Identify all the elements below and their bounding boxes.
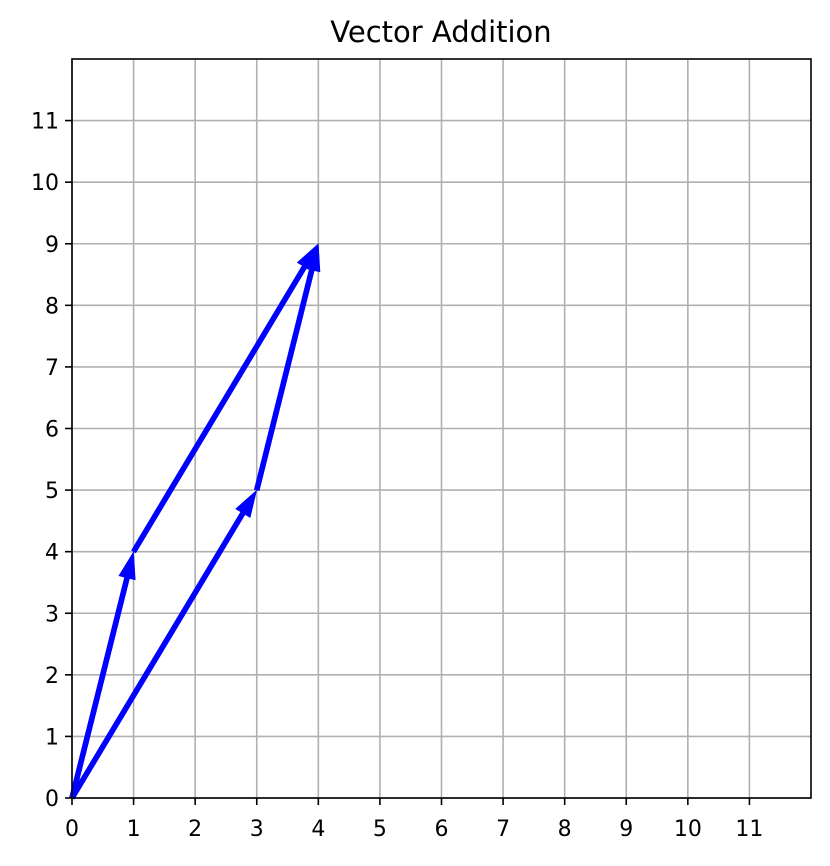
y-tick-label-1: 1 [45,725,59,750]
y-tick-label-9: 9 [45,233,59,258]
chart-title: Vector Addition [330,15,551,49]
y-tick-label-6: 6 [45,418,59,443]
y-tick-label-0: 0 [45,787,59,812]
x-tick-label-5: 5 [373,817,387,842]
y-axis-ticks: 0 1 2 3 4 5 6 7 8 9 10 11 [31,110,72,812]
vector-arrow-2 [131,243,319,554]
vector-arrow-1 [69,550,136,799]
y-tick-label-7: 7 [45,356,59,381]
vector-arrow-3 [69,489,258,800]
vector-arrows [69,242,321,800]
x-tick-label-0: 0 [65,817,79,842]
vector-arrow-4 [253,242,321,492]
x-tick-label-3: 3 [250,817,264,842]
x-tick-label-10: 10 [674,817,702,842]
x-tick-label-6: 6 [435,817,449,842]
x-tick-label-9: 9 [619,817,633,842]
x-tick-label-7: 7 [496,817,510,842]
x-tick-label-4: 4 [311,817,325,842]
x-tick-label-2: 2 [188,817,202,842]
y-tick-label-2: 2 [45,664,59,689]
x-tick-label-8: 8 [558,817,572,842]
x-tick-label-1: 1 [127,817,141,842]
x-axis-ticks: 0 1 2 3 4 5 6 7 8 9 10 11 [65,798,763,842]
grid-lines [71,59,811,799]
y-tick-label-3: 3 [45,602,59,627]
x-tick-label-11: 11 [735,817,763,842]
y-tick-label-11: 11 [31,110,59,135]
y-tick-label-10: 10 [31,171,59,196]
y-tick-label-5: 5 [45,479,59,504]
y-tick-label-8: 8 [45,294,59,319]
y-tick-label-4: 4 [45,541,59,566]
